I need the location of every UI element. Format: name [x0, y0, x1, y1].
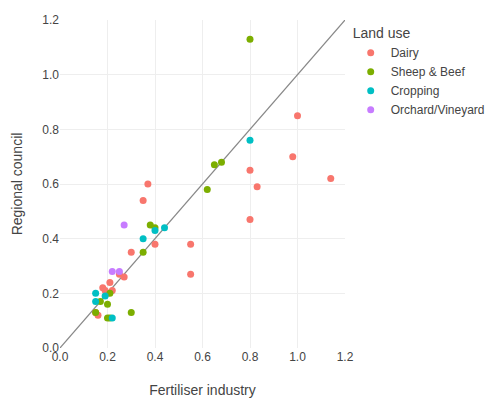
svg-text:0.2: 0.2: [42, 287, 59, 301]
svg-text:Regional council: Regional council: [9, 133, 25, 236]
svg-text:Land use: Land use: [353, 25, 411, 41]
svg-text:Dairy: Dairy: [391, 46, 419, 60]
svg-text:Fertiliser industry: Fertiliser industry: [149, 382, 256, 398]
svg-text:1.2: 1.2: [337, 350, 354, 364]
svg-text:1.0: 1.0: [289, 350, 306, 364]
svg-text:Sheep & Beef: Sheep & Beef: [391, 65, 466, 79]
svg-text:0.0: 0.0: [42, 341, 59, 355]
svg-text:Cropping: Cropping: [391, 84, 440, 98]
svg-text:1.0: 1.0: [42, 68, 59, 82]
svg-text:0.0: 0.0: [52, 350, 69, 364]
svg-text:0.2: 0.2: [99, 350, 116, 364]
svg-text:0.8: 0.8: [42, 123, 59, 137]
svg-text:0.6: 0.6: [42, 177, 59, 191]
svg-text:0.4: 0.4: [147, 350, 164, 364]
svg-text:Orchard/Vineyard: Orchard/Vineyard: [391, 103, 485, 117]
svg-text:0.8: 0.8: [242, 350, 259, 364]
svg-text:0.6: 0.6: [194, 350, 211, 364]
svg-text:1.2: 1.2: [42, 13, 59, 27]
svg-text:0.4: 0.4: [42, 232, 59, 246]
